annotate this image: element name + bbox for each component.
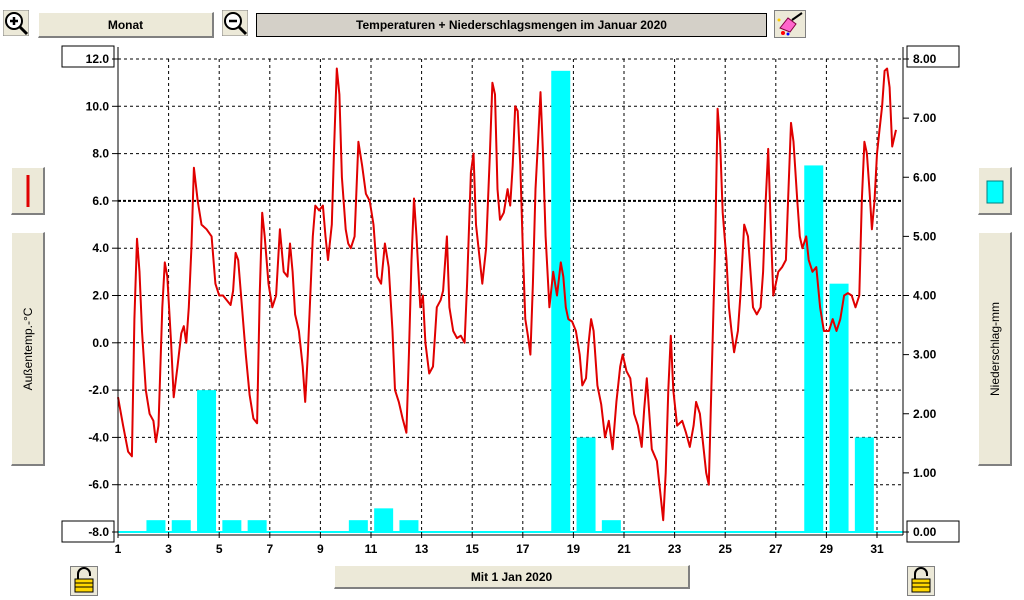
x-tick-label: 7 [266, 542, 273, 556]
right-axis-label: Niederschlag-mm [987, 301, 1002, 396]
cyan-bar-icon [986, 180, 1004, 204]
x-tick-label: 21 [617, 542, 631, 556]
period-button[interactable]: Monat [38, 12, 214, 38]
temperature-series-button[interactable] [11, 167, 45, 215]
x-tick-label: 31 [870, 542, 884, 556]
axes: 12.0 10.0 8.0 6.0 4.0 2.0 0.0 -2.0 -4.0 -6.0 -8.0 8… [61, 45, 960, 556]
temperature-axis-button[interactable]: Außentemp.-°C [11, 232, 45, 466]
left-tick-label: 8.0 [92, 147, 109, 161]
padlock-icon [907, 566, 935, 596]
magnifier-plus-icon [3, 10, 29, 36]
left-tick-label: -6.0 [88, 478, 109, 492]
left-tick-label: -2.0 [88, 383, 109, 397]
precipitation-bar [171, 520, 191, 532]
x-tick-label: 11 [365, 542, 378, 556]
left-tick-label: -8.0 [88, 525, 109, 539]
precipitation-bars [146, 70, 874, 533]
magnifier-minus-icon [222, 10, 248, 36]
precipitation-bar [348, 520, 368, 532]
precipitation-bar [146, 520, 166, 532]
left-tick-label: 2.0 [92, 289, 109, 303]
grid-lines [117, 58, 903, 533]
x-tick-label: 3 [165, 542, 172, 556]
temperature-line [117, 67, 897, 522]
precipitation-bar [601, 520, 621, 532]
right-min-box [906, 520, 960, 543]
left-tick-label: 10.0 [86, 99, 110, 113]
precipitation-bar [374, 508, 394, 532]
left-tick-label: -4.0 [88, 430, 109, 444]
right-tick-label: 0.00 [913, 525, 937, 539]
left-max-box [61, 45, 115, 68]
x-tick-label: 1 [115, 542, 122, 556]
color-picker-button[interactable] [774, 10, 806, 38]
right-max-box [906, 45, 960, 68]
left-tick-label: 6.0 [92, 194, 109, 208]
precipitation-bar [222, 520, 242, 532]
right-tick-label: 2.00 [913, 407, 937, 421]
left-min-box [61, 520, 115, 543]
date-button[interactable]: Mit 1 Jan 2020 [334, 565, 690, 589]
x-tick-label: 9 [317, 542, 324, 556]
chart-title: Temperaturen + Niederschlagsmengen im Ja… [256, 13, 767, 37]
precipitation-bar [247, 520, 267, 532]
precipitation-axis-button[interactable]: Niederschlag-mm [978, 232, 1012, 466]
x-tick-label: 19 [567, 542, 581, 556]
precipitation-bar [576, 437, 596, 532]
temperature-series-line [117, 67, 897, 522]
precipitation-bar [197, 390, 217, 532]
precipitation-bar [804, 165, 824, 533]
right-tick-label: 6.00 [913, 170, 937, 184]
right-tick-label: 4.00 [913, 289, 937, 303]
paint-icon [774, 10, 806, 38]
right-tick-label: 8.00 [913, 52, 937, 66]
red-line-icon [26, 175, 30, 207]
left-axis-label: Außentemp.-°C [20, 307, 35, 390]
x-tick-label: 29 [820, 542, 834, 556]
right-tick-label: 7.00 [913, 111, 937, 125]
left-tick-label: 12.0 [86, 52, 110, 66]
x-tick-label: 17 [516, 542, 530, 556]
zoom-out-button[interactable] [222, 10, 248, 36]
x-tick-label: 25 [719, 542, 733, 556]
padlock-icon [70, 566, 98, 596]
left-lock-button[interactable] [70, 566, 98, 596]
right-lock-button[interactable] [907, 566, 935, 596]
right-tick-label: 3.00 [913, 348, 937, 362]
precipitation-bar [854, 437, 874, 532]
x-tick-label: 27 [769, 542, 783, 556]
precipitation-bar [551, 70, 571, 532]
x-tick-label: 23 [668, 542, 682, 556]
right-tick-label: 5.00 [913, 229, 937, 243]
left-tick-label: 4.0 [92, 241, 109, 255]
precipitation-series-button[interactable] [978, 167, 1012, 215]
precipitation-bar [829, 283, 849, 532]
x-tick-label: 5 [216, 542, 223, 556]
zoom-in-button[interactable] [3, 10, 29, 36]
left-tick-label: 0.0 [92, 336, 109, 350]
precipitation-bar [399, 520, 419, 532]
x-tick-label: 13 [415, 542, 429, 556]
right-tick-label: 1.00 [913, 466, 937, 480]
x-tick-label: 15 [466, 542, 480, 556]
